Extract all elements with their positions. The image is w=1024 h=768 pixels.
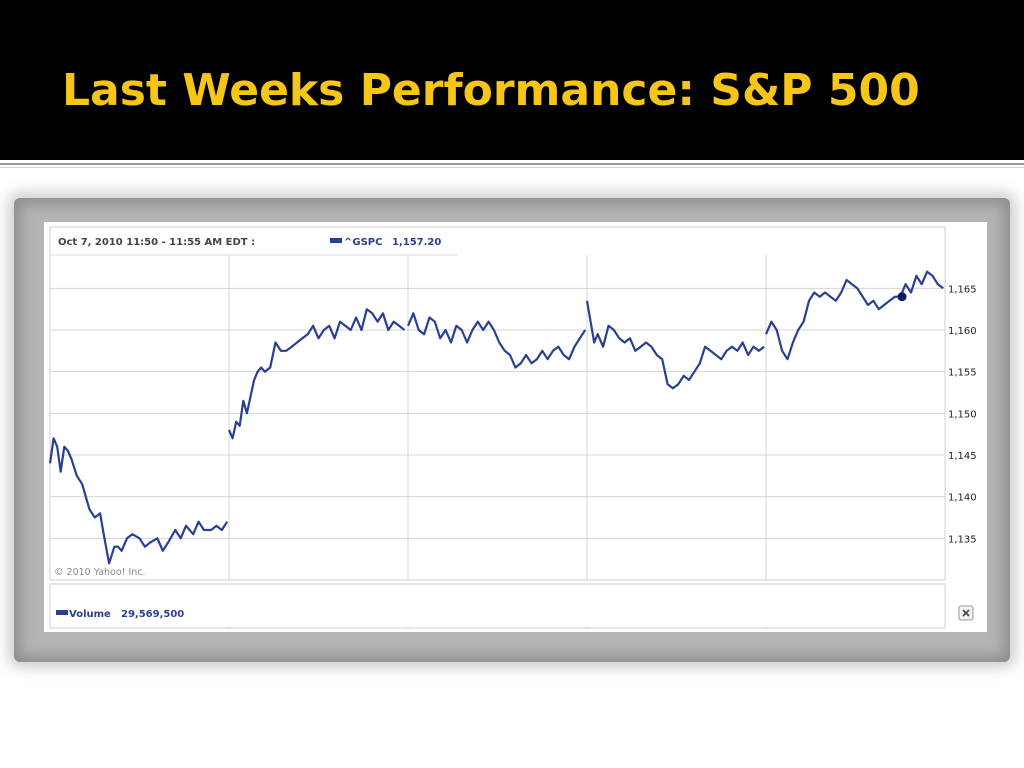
series-symbol: ^GSPC: [344, 237, 382, 248]
y-tick-label: 1,155: [948, 368, 977, 379]
volume-value: 29,569,500: [121, 609, 184, 620]
series-line: [48, 437, 229, 565]
series-line: [585, 300, 765, 390]
chart-panel: Oct 7, 2010 11:50 - 11:55 AM EDT : ^GSPC…: [44, 222, 987, 632]
y-gridlines: [50, 287, 945, 539]
y-tick-label: 1,150: [948, 409, 977, 420]
close-volume-button[interactable]: [958, 605, 974, 621]
y-tick-label: 1,135: [948, 534, 977, 545]
series-line: [764, 270, 944, 361]
y-tick-label: 1,145: [948, 451, 977, 462]
copyright-text: © 2010 Yahoo! Inc.: [54, 567, 146, 578]
volume-panel: [49, 583, 946, 629]
y-tick-label: 1,140: [948, 493, 977, 504]
price-series: [48, 270, 944, 565]
title-bar: Last Weeks Performance: S&P 500: [0, 0, 1024, 160]
volume-gridlines: [228, 626, 767, 628]
y-tick-label: 1,165: [948, 284, 977, 295]
title-divider: [0, 163, 1024, 165]
y-axis: 1,135 1,140 1,145 1,150 1,155 1,160 1,165: [948, 284, 977, 545]
volume-label: Volume: [69, 609, 111, 620]
title-divider-light: [0, 167, 1024, 168]
series-value: 1,157.20: [392, 237, 441, 248]
plot-border: [49, 226, 946, 581]
series-line: [227, 308, 406, 440]
y-tick-label: 1,160: [948, 326, 977, 337]
series-line: [406, 312, 587, 369]
chart-timestamp: Oct 7, 2010 11:50 - 11:55 AM EDT :: [58, 237, 255, 248]
slide-title: Last Weeks Performance: S&P 500: [62, 65, 920, 116]
stock-chart: Oct 7, 2010 11:50 - 11:55 AM EDT : ^GSPC…: [48, 226, 977, 629]
highlight-point[interactable]: [897, 292, 907, 302]
close-icon[interactable]: [962, 609, 970, 617]
volume-legend-swatch: [56, 610, 68, 615]
x-gridlines: [228, 255, 767, 580]
series-legend-swatch: [330, 238, 342, 243]
